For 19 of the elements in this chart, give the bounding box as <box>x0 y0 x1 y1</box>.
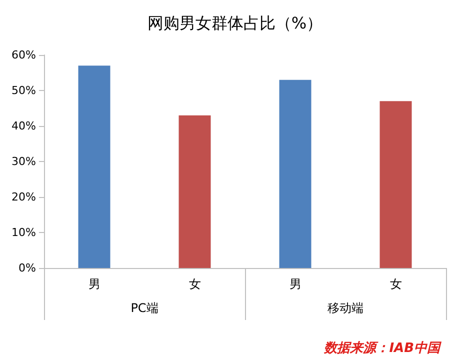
source-note: 数据来源：IAB中国 <box>323 341 442 356</box>
bar <box>279 80 312 268</box>
y-tick-label: 0% <box>18 262 36 274</box>
x-tick-label: 男 <box>88 277 100 291</box>
x-tick-label: 男 <box>289 277 302 291</box>
text: PC端 <box>130 301 158 315</box>
y-tick-label: 10% <box>12 226 36 239</box>
bar <box>380 101 412 268</box>
text: 移动端 <box>328 301 364 315</box>
y-tick-label: 40% <box>12 120 36 132</box>
chart-title: 网购男女群体占比（%） <box>147 14 323 32</box>
bar <box>178 115 211 268</box>
y-tick-label: 20% <box>12 190 36 204</box>
x-tick-label: 女 <box>188 277 201 291</box>
y-tick-label: 60% <box>12 48 36 62</box>
x-tick-label: 女 <box>390 277 402 291</box>
y-tick-label: 30% <box>12 155 36 168</box>
bar <box>78 66 110 268</box>
y-tick-label: 50% <box>12 84 36 97</box>
